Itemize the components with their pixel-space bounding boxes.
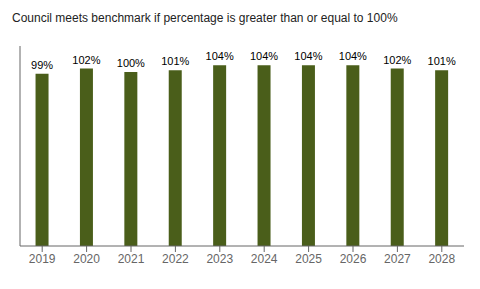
svg-text:2027: 2027 [384,252,411,266]
svg-text:100%: 100% [117,57,145,69]
svg-text:2022: 2022 [162,252,189,266]
svg-text:99%: 99% [31,59,53,71]
svg-text:102%: 102% [383,54,411,66]
svg-text:101%: 101% [161,55,189,67]
svg-text:2024: 2024 [251,252,278,266]
html-text:Council meets benchmark if per: Council meets benchmark if percentage is… [12,11,398,25]
svg-text:2019: 2019 [29,252,56,266]
svg-text:2028: 2028 [428,252,455,266]
svg-text:2025: 2025 [295,252,322,266]
svg-text:102%: 102% [72,54,100,66]
svg-text:104%: 104% [339,50,367,62]
svg-text:2021: 2021 [118,252,145,266]
svg-text:104%: 104% [206,50,234,62]
svg-text:2023: 2023 [206,252,233,266]
svg-text:104%: 104% [294,50,322,62]
svg-text:2026: 2026 [340,252,367,266]
svg-text:101%: 101% [428,55,456,67]
svg-text:104%: 104% [250,50,278,62]
svg-text:2020: 2020 [73,252,100,266]
